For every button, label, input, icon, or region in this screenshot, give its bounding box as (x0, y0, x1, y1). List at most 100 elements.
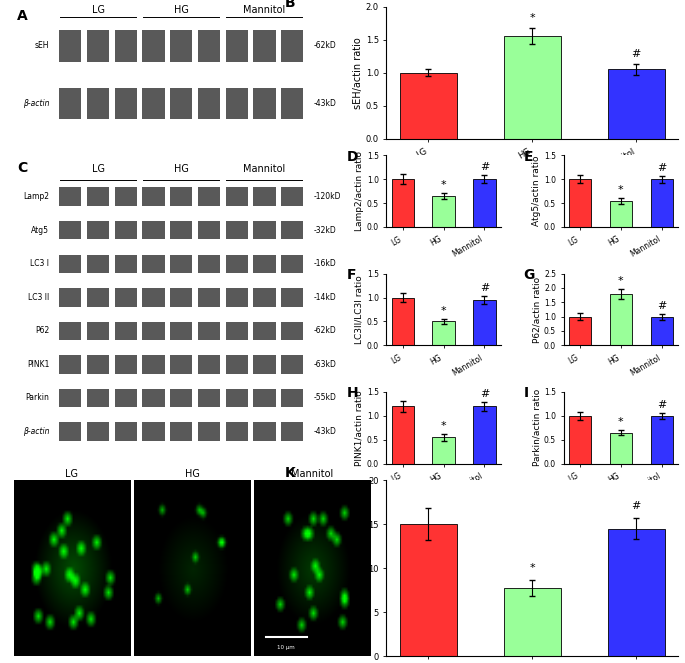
Text: *: * (441, 180, 447, 190)
FancyBboxPatch shape (281, 355, 303, 374)
FancyBboxPatch shape (142, 355, 164, 374)
Bar (503, 36, 561, 139)
FancyBboxPatch shape (281, 288, 303, 306)
FancyBboxPatch shape (198, 221, 220, 239)
FancyBboxPatch shape (60, 88, 82, 119)
Bar (432, 322, 455, 345)
Text: Mannitol: Mannitol (243, 5, 286, 15)
FancyBboxPatch shape (225, 221, 248, 239)
Text: PINK1: PINK1 (27, 360, 49, 369)
Bar (392, 406, 414, 463)
Bar (473, 179, 496, 227)
Y-axis label: sEH/actin ratio: sEH/actin ratio (353, 37, 363, 109)
FancyBboxPatch shape (87, 30, 109, 62)
FancyBboxPatch shape (225, 188, 248, 206)
FancyBboxPatch shape (198, 30, 220, 62)
Bar (651, 317, 673, 345)
FancyBboxPatch shape (60, 322, 82, 340)
Text: -63kD: -63kD (313, 360, 336, 369)
FancyBboxPatch shape (281, 88, 303, 119)
Text: #: # (657, 163, 667, 173)
Bar (473, 300, 496, 345)
Y-axis label: Atg5/actin ratio: Atg5/actin ratio (532, 156, 541, 226)
Bar (608, 528, 665, 656)
Text: #: # (479, 162, 489, 172)
FancyBboxPatch shape (87, 422, 109, 441)
FancyBboxPatch shape (281, 322, 303, 340)
FancyBboxPatch shape (87, 188, 109, 206)
FancyBboxPatch shape (253, 422, 275, 441)
Text: -14kD: -14kD (313, 293, 336, 302)
FancyBboxPatch shape (281, 389, 303, 407)
Text: -62kD: -62kD (313, 326, 336, 335)
Text: *: * (530, 563, 535, 573)
Bar (608, 70, 665, 139)
FancyBboxPatch shape (170, 322, 192, 340)
Bar (569, 416, 591, 463)
Text: G: G (524, 268, 535, 282)
Text: E: E (524, 150, 533, 164)
FancyBboxPatch shape (170, 255, 192, 273)
FancyBboxPatch shape (114, 389, 137, 407)
Text: #: # (657, 301, 667, 311)
Text: I: I (524, 387, 529, 400)
Text: -43kD: -43kD (313, 99, 336, 108)
FancyBboxPatch shape (60, 30, 82, 62)
FancyBboxPatch shape (253, 221, 275, 239)
FancyBboxPatch shape (142, 188, 164, 206)
FancyBboxPatch shape (170, 188, 192, 206)
FancyBboxPatch shape (170, 288, 192, 306)
FancyBboxPatch shape (114, 322, 137, 340)
Text: -16kD: -16kD (313, 259, 336, 269)
FancyBboxPatch shape (114, 30, 137, 62)
Title: LG: LG (66, 469, 79, 479)
FancyBboxPatch shape (142, 30, 164, 62)
Y-axis label: GFP-LC3 puncta/cell: GFP-LC3 puncta/cell (356, 519, 366, 617)
FancyBboxPatch shape (170, 422, 192, 441)
FancyBboxPatch shape (87, 255, 109, 273)
Text: *: * (618, 417, 624, 427)
Text: sEH: sEH (35, 42, 49, 50)
FancyBboxPatch shape (142, 288, 164, 306)
FancyBboxPatch shape (198, 188, 220, 206)
FancyBboxPatch shape (60, 255, 82, 273)
Text: *: * (618, 276, 624, 286)
Text: β-actin: β-actin (23, 427, 49, 436)
Text: Lamp2: Lamp2 (23, 192, 49, 201)
Bar (392, 179, 414, 227)
Text: HG: HG (174, 5, 188, 15)
Text: LC3 II: LC3 II (28, 293, 49, 302)
FancyBboxPatch shape (114, 422, 137, 441)
Text: D: D (347, 150, 358, 164)
FancyBboxPatch shape (198, 88, 220, 119)
FancyBboxPatch shape (60, 389, 82, 407)
FancyBboxPatch shape (170, 389, 192, 407)
Text: HG: HG (174, 164, 188, 174)
Bar (651, 179, 673, 227)
Bar (569, 317, 591, 345)
FancyBboxPatch shape (87, 288, 109, 306)
FancyBboxPatch shape (225, 255, 248, 273)
Bar (651, 416, 673, 463)
FancyBboxPatch shape (142, 322, 164, 340)
FancyBboxPatch shape (253, 355, 275, 374)
Bar (400, 73, 457, 139)
Bar (432, 438, 455, 463)
FancyBboxPatch shape (87, 88, 109, 119)
FancyBboxPatch shape (253, 288, 275, 306)
Text: F: F (347, 268, 356, 282)
Text: β-actin: β-actin (23, 99, 49, 108)
FancyBboxPatch shape (60, 221, 82, 239)
FancyBboxPatch shape (225, 30, 248, 62)
Y-axis label: Parkin/actin ratio: Parkin/actin ratio (532, 389, 541, 467)
FancyBboxPatch shape (114, 88, 137, 119)
Y-axis label: Lamp2/actin ratio: Lamp2/actin ratio (355, 151, 364, 231)
Text: B: B (284, 0, 295, 10)
FancyBboxPatch shape (87, 355, 109, 374)
Y-axis label: LC3II/LC3I ratio: LC3II/LC3I ratio (355, 275, 364, 344)
FancyBboxPatch shape (142, 255, 164, 273)
Text: LG: LG (92, 164, 105, 174)
Text: P62: P62 (35, 326, 49, 335)
Bar (392, 298, 414, 345)
FancyBboxPatch shape (198, 389, 220, 407)
